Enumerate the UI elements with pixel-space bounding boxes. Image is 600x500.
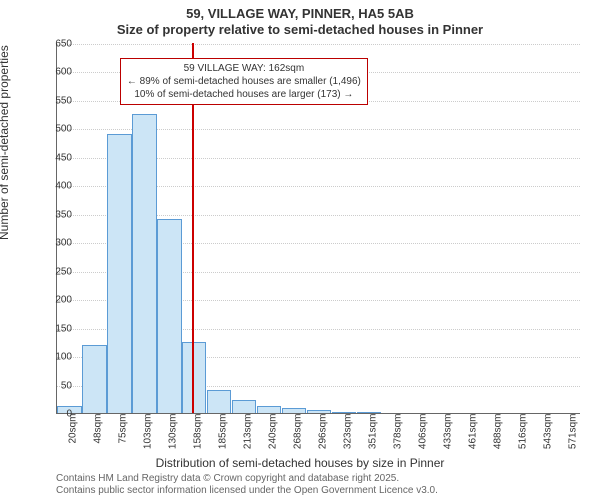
x-tick-label: 433sqm bbox=[442, 414, 453, 450]
x-tick-label: 48sqm bbox=[93, 414, 104, 444]
chart-title: 59, VILLAGE WAY, PINNER, HA5 5AB Size of… bbox=[0, 6, 600, 39]
footer-line-1: Contains HM Land Registry data © Crown c… bbox=[56, 473, 399, 484]
annotation-line-3: 10% of semi-detached houses are larger (… bbox=[134, 89, 353, 100]
y-tick-label: 300 bbox=[32, 238, 72, 249]
y-tick-label: 200 bbox=[32, 295, 72, 306]
x-tick-label: 323sqm bbox=[342, 414, 353, 450]
x-tick-label: 185sqm bbox=[218, 414, 229, 450]
y-tick-label: 550 bbox=[32, 95, 72, 106]
histogram-bar bbox=[157, 219, 181, 413]
annotation-line-1: 59 VILLAGE WAY: 162sqm bbox=[184, 63, 305, 74]
x-tick-label: 571sqm bbox=[567, 414, 578, 450]
chart-container: 59, VILLAGE WAY, PINNER, HA5 5AB Size of… bbox=[0, 0, 600, 500]
histogram-bar bbox=[282, 408, 306, 413]
y-tick-label: 500 bbox=[32, 124, 72, 135]
y-tick-label: 450 bbox=[32, 152, 72, 163]
x-tick-label: 130sqm bbox=[168, 414, 179, 450]
x-tick-label: 461sqm bbox=[467, 414, 478, 450]
x-tick-label: 268sqm bbox=[293, 414, 304, 450]
title-line-1: 59, VILLAGE WAY, PINNER, HA5 5AB bbox=[186, 6, 414, 21]
x-tick-label: 543sqm bbox=[542, 414, 553, 450]
y-axis-label: Number of semi-detached properties bbox=[0, 45, 11, 240]
x-tick-label: 240sqm bbox=[268, 414, 279, 450]
x-axis-label: Distribution of semi-detached houses by … bbox=[0, 456, 600, 470]
x-tick-label: 158sqm bbox=[193, 414, 204, 450]
plot-area: 20sqm48sqm75sqm103sqm130sqm158sqm185sqm2… bbox=[56, 44, 580, 414]
histogram-bar bbox=[257, 406, 281, 413]
histogram-bar bbox=[207, 390, 231, 413]
x-tick-label: 406sqm bbox=[417, 414, 428, 450]
x-tick-label: 213sqm bbox=[243, 414, 254, 450]
x-tick-label: 516sqm bbox=[517, 414, 528, 450]
histogram-bar bbox=[232, 400, 256, 413]
histogram-bar bbox=[132, 114, 156, 413]
y-tick-label: 100 bbox=[32, 352, 72, 363]
x-tick-label: 296sqm bbox=[318, 414, 329, 450]
title-line-2: Size of property relative to semi-detach… bbox=[117, 22, 483, 37]
y-tick-label: 50 bbox=[32, 380, 72, 391]
annotation-box: 59 VILLAGE WAY: 162sqm ← 89% of semi-det… bbox=[120, 58, 368, 105]
x-tick-label: 378sqm bbox=[392, 414, 403, 450]
histogram-bar bbox=[182, 342, 206, 413]
x-tick-label: 351sqm bbox=[367, 414, 378, 450]
y-tick-label: 150 bbox=[32, 323, 72, 334]
annotation-line-2: ← 89% of semi-detached houses are smalle… bbox=[127, 76, 361, 87]
y-tick-label: 650 bbox=[32, 39, 72, 50]
gridline bbox=[57, 44, 580, 45]
x-tick-label: 75sqm bbox=[118, 414, 129, 444]
x-tick-label: 488sqm bbox=[492, 414, 503, 450]
y-tick-label: 0 bbox=[32, 409, 72, 420]
footer-attribution: Contains HM Land Registry data © Crown c… bbox=[56, 473, 438, 497]
y-tick-label: 600 bbox=[32, 67, 72, 78]
histogram-bar bbox=[107, 134, 131, 413]
y-tick-label: 400 bbox=[32, 181, 72, 192]
footer-line-2: Contains public sector information licen… bbox=[56, 485, 438, 496]
y-tick-label: 350 bbox=[32, 209, 72, 220]
histogram-bar bbox=[82, 345, 106, 413]
x-tick-label: 103sqm bbox=[143, 414, 154, 450]
y-tick-label: 250 bbox=[32, 266, 72, 277]
